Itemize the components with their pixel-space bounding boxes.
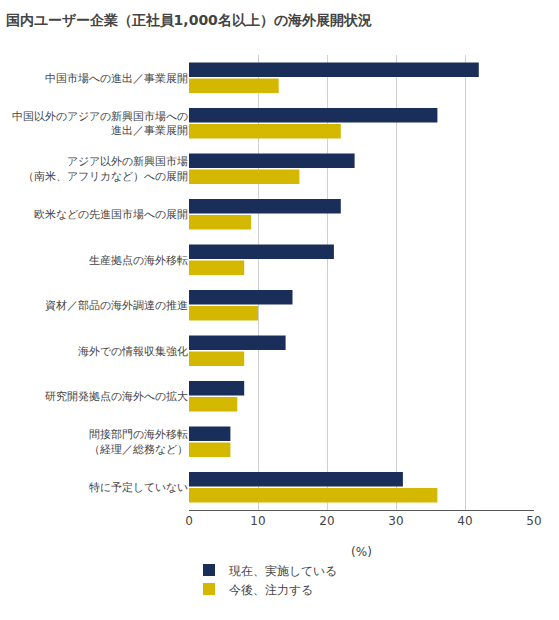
svg-text:欧米などの先進国市場への展開: 欧米などの先進国市場への展開 — [34, 208, 188, 221]
svg-text:中国市場への進出／事業展開: 中国市場への進出／事業展開 — [45, 72, 188, 85]
svg-text:生産拠点の海外移転: 生産拠点の海外移転 — [89, 254, 188, 267]
svg-text:研究開発拠点の海外への拡大: 研究開発拠点の海外への拡大 — [45, 390, 188, 403]
svg-text:(%): (%) — [351, 545, 372, 559]
svg-text:20: 20 — [319, 514, 334, 528]
svg-text:30: 30 — [388, 514, 403, 528]
svg-text:資材／部品の海外調達の推進: 資材／部品の海外調達の推進 — [45, 299, 188, 312]
svg-text:50: 50 — [526, 514, 541, 528]
svg-text:0: 0 — [185, 514, 193, 528]
svg-text:アジア以外の新興国市場（南米、アフリカなど）への展開: アジア以外の新興国市場（南米、アフリカなど）への展開 — [23, 155, 188, 182]
svg-text:今後、注力する: 今後、注力する — [229, 583, 313, 597]
svg-text:10: 10 — [250, 514, 265, 528]
svg-text:間接部門の海外移転（経理／総務など）: 間接部門の海外移転（経理／総務など） — [89, 428, 188, 455]
svg-text:国内ユーザー企業（正社員1,000名以上）の海外展開状況: 国内ユーザー企業（正社員1,000名以上）の海外展開状況 — [6, 12, 372, 28]
svg-text:40: 40 — [457, 514, 472, 528]
svg-text:現在、実施している: 現在、実施している — [229, 564, 337, 578]
svg-text:海外での情報収集強化: 海外での情報収集強化 — [78, 345, 188, 358]
svg-text:特に予定していない: 特に予定していない — [89, 481, 188, 494]
svg-text:中国以外のアジアの新興国市場への進出／事業展開: 中国以外のアジアの新興国市場への進出／事業展開 — [12, 110, 188, 137]
